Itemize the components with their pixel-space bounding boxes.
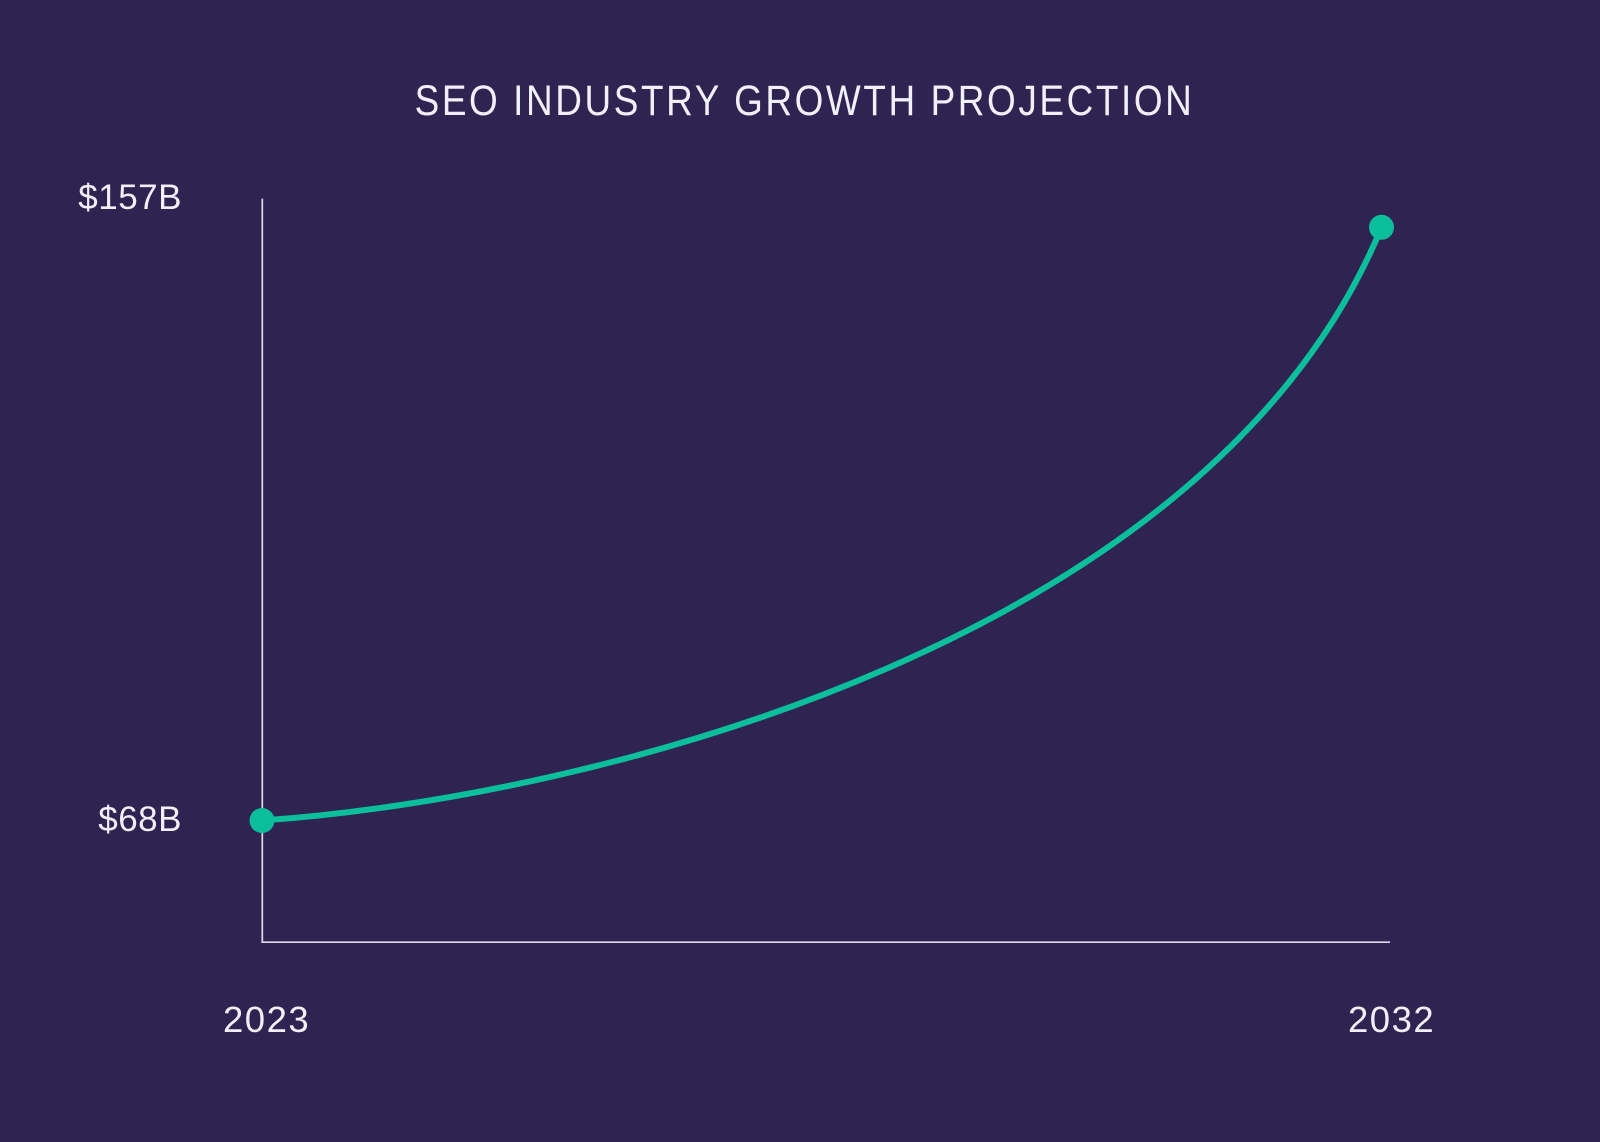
growth-curve [259, 224, 1385, 824]
x-axis-label-end: 2032 [1348, 999, 1436, 1040]
chart-title: SEO INDUSTRY GROWTH PROJECTION [414, 78, 1195, 125]
start-point-marker [249, 808, 275, 833]
end-point-marker [1369, 214, 1394, 240]
y-axis-label-min: $68B [98, 800, 182, 839]
y-axis-label-max: $157B [78, 178, 182, 217]
x-axis-label-start: 2023 [223, 999, 311, 1040]
